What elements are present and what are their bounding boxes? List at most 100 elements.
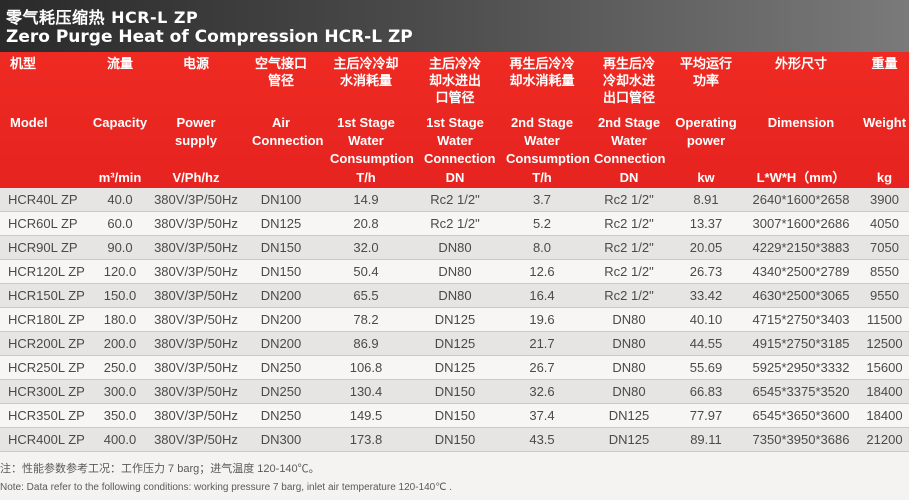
cell-2nd-stage-consumption: 12.6 (529, 264, 555, 279)
col-header-en: Operating power (675, 115, 737, 148)
table-row: HCR250L ZP 250.0 380V/3P/50Hz DN250 106.8 DN1… (0, 356, 909, 380)
cell-weight: 18400 (866, 408, 903, 423)
cell-weight: 21200 (866, 432, 903, 447)
cell-operating-power: 89.11 (690, 432, 722, 447)
cell-air-connection: DN200 (260, 312, 302, 327)
cell-2nd-stage-consumption: 19.6 (529, 312, 555, 327)
cell-2nd-stage-connection: DN80 (612, 336, 646, 351)
col-header-cn: 机型 (10, 57, 37, 72)
col-header-1st-stage-consumption: 主后冷冷却 水消耗量 1st Stage Water Consumption T… (318, 52, 414, 188)
cell-2nd-stage-connection: Rc2 1/2" (604, 192, 654, 207)
table-row: HCR400L ZP 400.0 380V/3P/50Hz DN300 173.8 DN1… (0, 428, 909, 452)
table-row: HCR200L ZP 200.0 380V/3P/50Hz DN200 86.9 DN12… (0, 332, 909, 356)
col-header-cn: 外形尺寸 (774, 57, 827, 72)
cell-power-supply: 380V/3P/50Hz (154, 408, 238, 423)
cell-operating-power: 40.10 (689, 312, 723, 327)
cell-power-supply: 380V/3P/50Hz (154, 240, 238, 255)
cell-operating-power: 20.05 (689, 240, 723, 255)
col-header-1st-stage-connection: 主后冷冷 却水进出 口管径 1st Stage Water Connection… (414, 52, 496, 188)
col-header-unit: DN (445, 170, 465, 185)
col-header-cn: 主后冷冷却 水消耗量 (333, 57, 399, 89)
col-header-en: Model (10, 115, 48, 130)
title-english: Zero Purge Heat of Compression HCR-L ZP (6, 27, 413, 47)
cell-operating-power: 8.91 (693, 192, 719, 207)
cell-weight: 3900 (870, 192, 899, 207)
col-header-power-supply: 电源 Power supply V/Ph/hz (148, 52, 244, 188)
cell-power-supply: 380V/3P/50Hz (154, 360, 238, 375)
cell-2nd-stage-connection: Rc2 1/2" (604, 216, 654, 231)
table-header: 机型 Model 流量 Capacity m³/min 电源 Power sup… (0, 52, 909, 188)
cell-2nd-stage-consumption: 5.2 (532, 216, 552, 231)
cell-2nd-stage-consumption: 37.4 (529, 408, 555, 423)
cell-power-supply: 380V/3P/50Hz (154, 288, 238, 303)
cell-dimension: 4630*2500*3065 (752, 288, 850, 303)
spec-table-body: HCR40L ZP 40.0 380V/3P/50Hz DN100 14.9 Rc2 1/… (0, 188, 909, 452)
cell-1st-stage-consumption: 32.0 (353, 240, 379, 255)
cell-capacity: 90.0 (107, 240, 133, 255)
cell-2nd-stage-consumption: 21.7 (529, 336, 555, 351)
col-header-cn: 空气接口 管径 (254, 57, 307, 89)
col-header-air-connection: 空气接口 管径 Air Connection (244, 52, 324, 188)
cell-operating-power: 33.42 (689, 288, 723, 303)
cell-air-connection: DN250 (260, 360, 302, 375)
cell-2nd-stage-connection: DN80 (612, 312, 646, 327)
col-header-capacity: 流量 Capacity m³/min (92, 52, 148, 188)
cell-weight: 18400 (866, 384, 903, 399)
col-header-en: 2nd Stage Water Connection (594, 115, 666, 166)
cell-air-connection: DN150 (260, 240, 302, 255)
title-chinese: 零气耗压缩热 HCR-L ZP (6, 8, 199, 27)
cell-2nd-stage-connection: DN125 (608, 408, 650, 423)
cell-2nd-stage-consumption: 16.4 (529, 288, 555, 303)
cell-2nd-stage-consumption: 8.0 (532, 240, 552, 255)
cell-dimension: 4340*2500*2789 (752, 264, 850, 279)
note-chinese: 注：性能参数参考工况：工作压力 7 barg；进气温度 120-140℃。 (0, 463, 320, 475)
col-header-unit: V/Ph/hz (172, 170, 220, 185)
cell-model: HCR400L ZP (8, 432, 85, 447)
cell-capacity: 60.0 (107, 216, 133, 231)
cell-operating-power: 26.73 (689, 264, 723, 279)
col-header-cn: 重量 (871, 57, 898, 72)
cell-capacity: 40.0 (107, 192, 133, 207)
cell-air-connection: DN200 (260, 336, 302, 351)
note-english: Note: Data refer to the following condit… (0, 482, 453, 493)
cell-1st-stage-connection: DN150 (434, 384, 476, 399)
cell-2nd-stage-connection: Rc2 1/2" (604, 288, 654, 303)
col-header-2nd-stage-consumption: 再生后冷冷 却水消耗量 2nd Stage Water Consumption … (496, 52, 590, 188)
cell-power-supply: 380V/3P/50Hz (154, 264, 238, 279)
cell-1st-stage-consumption: 65.5 (353, 288, 379, 303)
col-header-cn: 再生后冷 冷却水进 出口管径 (602, 57, 655, 106)
col-header-unit: T/h (356, 170, 376, 185)
cell-air-connection: DN100 (260, 192, 302, 207)
cell-weight: 9550 (870, 288, 899, 303)
cell-weight: 4050 (870, 216, 899, 231)
cell-capacity: 150.0 (103, 288, 137, 303)
col-header-cn: 主后冷冷 却水进出 口管径 (428, 57, 481, 106)
cell-power-supply: 380V/3P/50Hz (154, 192, 238, 207)
col-header-en: Dimension (767, 115, 835, 130)
cell-2nd-stage-consumption: 3.7 (532, 192, 552, 207)
col-header-unit: m³/min (98, 170, 142, 185)
cell-2nd-stage-connection: Rc2 1/2" (604, 240, 654, 255)
cell-2nd-stage-connection: DN125 (608, 432, 650, 447)
cell-1st-stage-connection: Rc2 1/2" (430, 192, 480, 207)
col-header-model: 机型 Model (0, 52, 92, 188)
cell-operating-power: 13.37 (689, 216, 723, 231)
cell-dimension: 7350*3950*3686 (752, 432, 850, 447)
cell-power-supply: 380V/3P/50Hz (154, 432, 238, 447)
table-row: HCR90L ZP 90.0 380V/3P/50Hz DN150 32.0 DN80 8.… (0, 236, 909, 260)
cell-power-supply: 380V/3P/50Hz (154, 312, 238, 327)
cell-air-connection: DN250 (260, 408, 302, 423)
cell-model: HCR40L ZP (8, 192, 78, 207)
cell-model: HCR120L ZP (8, 264, 85, 279)
col-header-dimension: 外形尺寸 Dimension L*W*H（mm） (742, 52, 860, 188)
cell-1st-stage-connection: DN125 (434, 336, 476, 351)
cell-power-supply: 380V/3P/50Hz (154, 384, 238, 399)
col-header-en: 1st Stage Water Consumption (330, 115, 414, 166)
col-header-en: Power supply (175, 115, 217, 148)
cell-power-supply: 380V/3P/50Hz (154, 216, 238, 231)
cell-1st-stage-consumption: 173.8 (349, 432, 383, 447)
col-header-unit: DN (619, 170, 639, 185)
cell-capacity: 120.0 (103, 264, 137, 279)
cell-operating-power: 66.83 (689, 384, 723, 399)
cell-dimension: 2640*1600*2658 (752, 192, 850, 207)
